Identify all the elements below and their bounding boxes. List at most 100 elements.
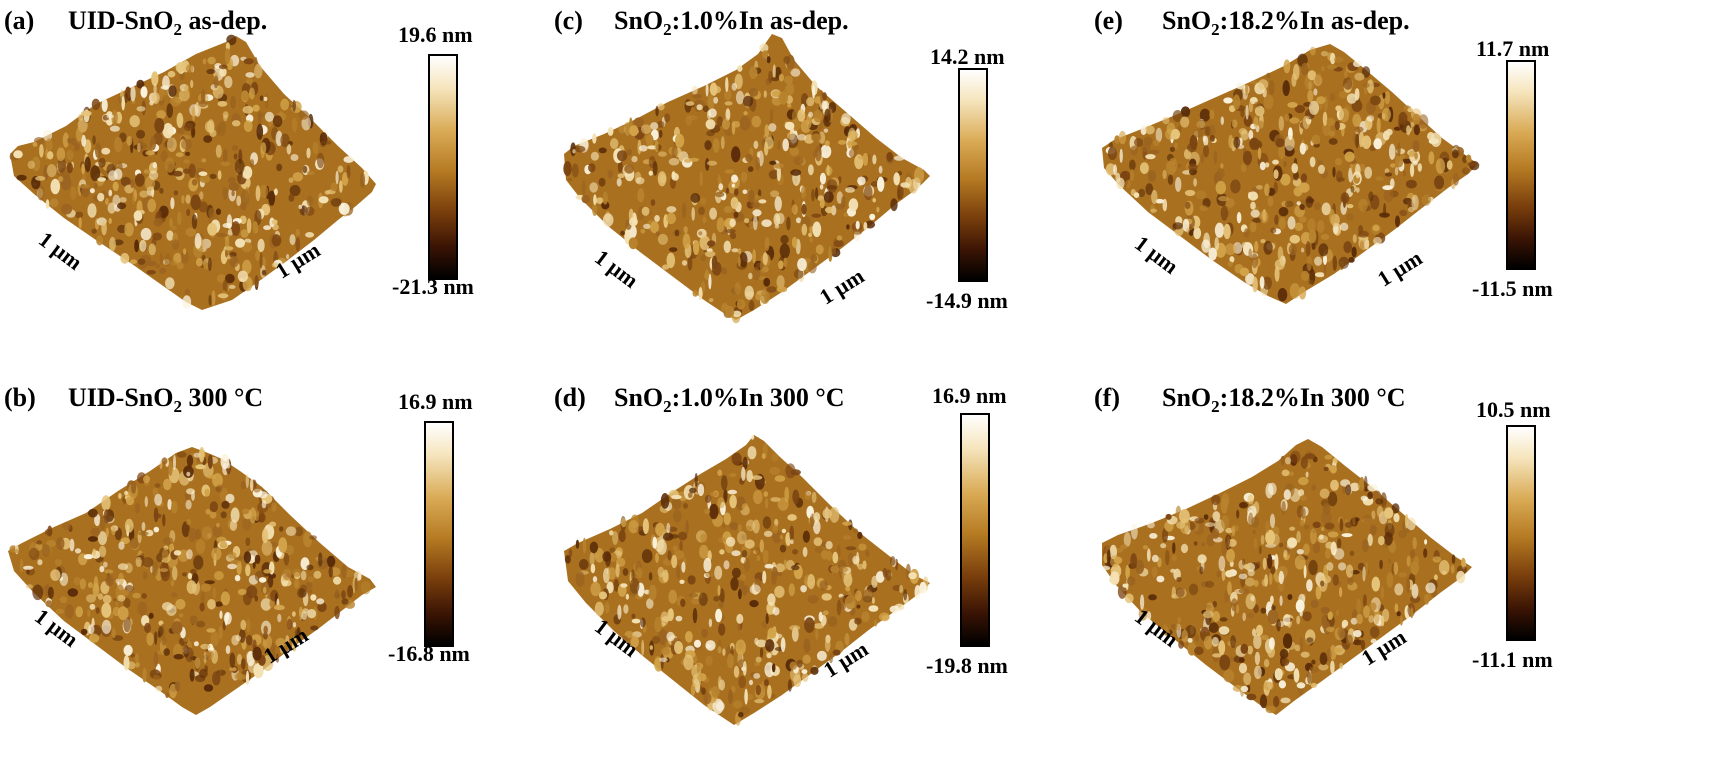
surface-glint <box>592 576 598 583</box>
surface-glint <box>734 282 741 295</box>
surface-glint <box>685 101 695 106</box>
surface-glint <box>1356 613 1363 625</box>
surface-glint <box>589 182 598 193</box>
surface-glint <box>738 588 742 600</box>
surface-glint <box>705 655 713 666</box>
surface-glint <box>307 588 313 594</box>
surface-glint <box>1171 555 1177 562</box>
surface-glint <box>1333 548 1345 560</box>
surface-glint <box>1406 555 1411 567</box>
surface-glint <box>594 547 605 563</box>
surface-glint <box>260 142 267 155</box>
surface-glint <box>143 475 150 484</box>
surface-glint <box>678 531 688 541</box>
surface-glint <box>102 594 112 604</box>
surface-glint <box>1287 594 1293 600</box>
surface-glint <box>1247 613 1254 619</box>
surface-glint <box>35 176 46 181</box>
surface-glint <box>1250 201 1256 210</box>
surface-glint <box>1299 142 1306 155</box>
surface-glint <box>135 661 140 668</box>
surface-glint <box>802 530 810 543</box>
surface-glint <box>1172 110 1183 122</box>
surface-glint <box>112 606 121 617</box>
surface-glint <box>753 215 758 231</box>
surface-glint <box>1370 95 1381 106</box>
surface-glint <box>191 490 195 501</box>
surface-glint <box>664 113 671 123</box>
surface-glint <box>159 187 164 194</box>
surface-glint <box>1124 593 1134 604</box>
surface-glint <box>141 593 147 599</box>
surface-glint <box>1319 488 1330 499</box>
surface-glint <box>1296 530 1301 543</box>
surface-glint <box>710 491 719 497</box>
surface-glint <box>1370 638 1377 644</box>
surface-glint <box>644 589 650 595</box>
surface-glint <box>1214 236 1219 251</box>
surface-glint <box>25 567 35 576</box>
surface-glint <box>1248 512 1254 527</box>
surface-glint <box>267 575 274 588</box>
afm-surface <box>563 34 930 324</box>
surface-glint <box>707 94 715 110</box>
surface-glint <box>1197 554 1207 564</box>
surface-glint <box>791 110 798 123</box>
surface-glint <box>1283 489 1291 501</box>
panel-f: (f) SnO2:18.2%In 300 °C 1 µm 1 µm 10.5 n… <box>1092 379 1664 757</box>
surface-glint <box>249 159 255 168</box>
surface-glint <box>1357 479 1366 491</box>
surface-glint <box>1220 116 1224 125</box>
surface-glint <box>302 165 308 174</box>
surface-glint <box>1184 201 1191 209</box>
surface-glint <box>1160 543 1167 549</box>
surface-glint <box>762 50 769 59</box>
surface-glint <box>1274 214 1279 225</box>
surface-glint <box>1369 524 1377 536</box>
surface-glint <box>224 613 228 626</box>
surface-glint <box>1105 163 1116 176</box>
surface-glint <box>889 605 900 613</box>
surface-glint <box>1309 100 1319 115</box>
surface-glint <box>1230 179 1241 194</box>
surface-glint <box>683 226 688 234</box>
surface-glint <box>1167 174 1174 185</box>
surface-glint <box>1354 126 1364 133</box>
surface-glint <box>141 521 146 531</box>
surface-glint <box>743 111 748 116</box>
surface-glint <box>568 548 573 558</box>
surface-glint <box>861 611 870 623</box>
surface-glint <box>1295 599 1305 613</box>
surface-glint <box>763 530 773 537</box>
surface-glint <box>1236 82 1246 90</box>
surface-glint <box>301 611 307 620</box>
surface-glint <box>153 217 163 227</box>
surface-glint <box>708 618 713 628</box>
surface-glint <box>1300 173 1308 183</box>
surface-glint <box>236 555 243 561</box>
panel-e: (e) SnO2:18.2%In as-dep. 1 µm 1 µm 11.7 … <box>1092 0 1664 378</box>
surface-glint <box>1329 464 1337 474</box>
surface-glint <box>764 563 774 569</box>
surface-glint <box>594 601 604 616</box>
surface-glint <box>575 539 580 549</box>
surface-glint <box>1381 107 1391 122</box>
surface-glint <box>719 549 725 555</box>
surface-glint <box>1318 243 1329 257</box>
surface-glint <box>1384 91 1391 105</box>
surface-glint <box>723 489 728 503</box>
surface-glint <box>582 537 587 554</box>
surface-glint <box>170 197 175 210</box>
surface-glint <box>793 156 804 166</box>
surface-glint <box>231 635 240 646</box>
surface-glint <box>737 248 742 255</box>
surface-glint <box>694 473 698 487</box>
surface-glint <box>1320 606 1330 614</box>
surface-glint <box>646 598 654 609</box>
title-rest: 300 °C <box>181 383 264 412</box>
surface-glint <box>1175 623 1181 631</box>
surface-glint <box>306 195 314 207</box>
surface-glint <box>217 293 229 299</box>
surface-glint <box>1424 594 1430 605</box>
surface-glint <box>609 552 617 562</box>
